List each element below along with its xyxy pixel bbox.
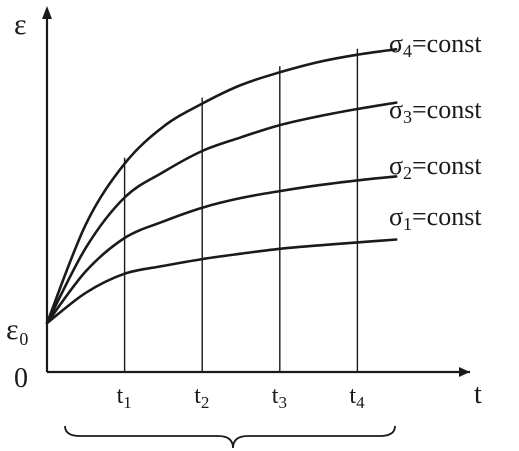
axes xyxy=(42,6,470,377)
curve-sigma-3 xyxy=(45,101,398,325)
labels: ε t 0 ε₀ t1 t2 t3 t4 σ1=const σ2=const σ3=const σ4=… xyxy=(6,8,482,412)
time-markers xyxy=(123,48,359,372)
origin-label: 0 xyxy=(14,363,28,394)
series-label-sigma-1: σ1=const xyxy=(389,202,482,234)
tick-label-t2: t2 xyxy=(194,383,209,412)
curve-sigma-2 xyxy=(45,175,398,325)
curve-sigma-1 xyxy=(45,238,398,325)
series-label-sigma-3: σ3=const xyxy=(389,95,482,127)
x-axis-arrow xyxy=(459,367,470,377)
y-axis-arrow xyxy=(42,6,52,19)
series-label-sigma-2: σ2=const xyxy=(389,151,482,183)
x-axis-label: t xyxy=(474,379,482,410)
series-label-sigma-4: σ4=const xyxy=(389,29,482,61)
tick-label-t3: t3 xyxy=(272,383,287,412)
y-axis-label: ε xyxy=(14,8,27,41)
curves xyxy=(45,48,398,325)
time-range-brace xyxy=(64,425,396,449)
tick-label-t1: t1 xyxy=(117,383,132,412)
epsilon-zero-label: ε₀ xyxy=(6,313,29,346)
tick-label-t4: t4 xyxy=(349,383,365,412)
curve-sigma-4 xyxy=(45,48,398,325)
